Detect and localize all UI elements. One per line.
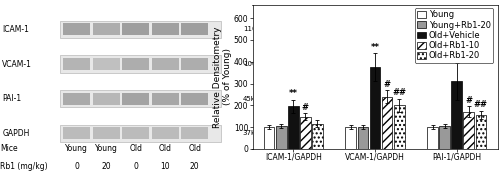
Bar xyxy=(394,105,404,149)
FancyBboxPatch shape xyxy=(152,93,178,105)
Text: #: # xyxy=(466,96,472,105)
Text: 20: 20 xyxy=(190,162,200,171)
Bar xyxy=(300,117,310,149)
Text: 0: 0 xyxy=(74,162,79,171)
Bar xyxy=(476,115,486,149)
FancyBboxPatch shape xyxy=(63,23,90,35)
Text: GAPDH: GAPDH xyxy=(2,129,30,138)
Text: 37kDa: 37kDa xyxy=(243,130,266,136)
FancyBboxPatch shape xyxy=(92,23,120,35)
FancyBboxPatch shape xyxy=(63,93,90,105)
FancyBboxPatch shape xyxy=(152,23,178,35)
FancyBboxPatch shape xyxy=(92,58,120,70)
Bar xyxy=(440,126,450,149)
Text: Old: Old xyxy=(129,144,142,153)
Text: #: # xyxy=(384,80,390,89)
Y-axis label: Relative Densitometry
(% of Young): Relative Densitometry (% of Young) xyxy=(213,26,233,128)
Bar xyxy=(264,127,274,149)
Bar xyxy=(452,81,462,149)
Bar xyxy=(370,67,380,149)
Bar xyxy=(312,124,322,149)
Text: Old: Old xyxy=(158,144,172,153)
Text: ##: ## xyxy=(474,100,488,109)
Text: ##: ## xyxy=(392,88,406,97)
FancyBboxPatch shape xyxy=(92,93,120,105)
FancyBboxPatch shape xyxy=(181,127,208,139)
Text: Old: Old xyxy=(188,144,201,153)
FancyBboxPatch shape xyxy=(122,93,149,105)
FancyBboxPatch shape xyxy=(181,58,208,70)
Text: 0: 0 xyxy=(133,162,138,171)
Text: 110kDa: 110kDa xyxy=(243,26,270,32)
FancyBboxPatch shape xyxy=(63,127,90,139)
FancyBboxPatch shape xyxy=(152,58,178,70)
Text: Mice: Mice xyxy=(0,144,18,153)
Text: 10: 10 xyxy=(160,162,170,171)
Text: **: ** xyxy=(288,89,298,98)
FancyBboxPatch shape xyxy=(181,93,208,105)
Legend: Young, Young+Rb1-20, Old+Vehicle, Old+Rb1-10, Old+Rb1-20: Young, Young+Rb1-20, Old+Vehicle, Old+Rb… xyxy=(414,8,494,63)
Bar xyxy=(288,106,298,149)
Text: PAI-1: PAI-1 xyxy=(2,94,22,103)
Text: **: ** xyxy=(370,43,380,52)
FancyBboxPatch shape xyxy=(60,125,222,142)
FancyBboxPatch shape xyxy=(60,55,222,73)
Text: Rb1 (mg/kg): Rb1 (mg/kg) xyxy=(0,162,48,171)
FancyBboxPatch shape xyxy=(181,23,208,35)
FancyBboxPatch shape xyxy=(122,23,149,35)
Text: 100kDa: 100kDa xyxy=(243,61,270,67)
Bar xyxy=(358,127,368,149)
Bar xyxy=(428,127,438,149)
Text: Young: Young xyxy=(94,144,118,153)
FancyBboxPatch shape xyxy=(92,127,120,139)
Text: Young: Young xyxy=(65,144,88,153)
Text: #: # xyxy=(302,103,309,112)
Bar xyxy=(382,97,392,149)
Text: VCAM-1: VCAM-1 xyxy=(2,60,32,69)
FancyBboxPatch shape xyxy=(60,90,222,107)
Text: 45kDa: 45kDa xyxy=(243,96,265,102)
FancyBboxPatch shape xyxy=(60,21,222,38)
Bar xyxy=(276,126,286,149)
FancyBboxPatch shape xyxy=(122,127,149,139)
Bar xyxy=(464,112,474,149)
Text: **: ** xyxy=(452,52,462,61)
FancyBboxPatch shape xyxy=(152,127,178,139)
FancyBboxPatch shape xyxy=(63,58,90,70)
FancyBboxPatch shape xyxy=(122,58,149,70)
Text: ICAM-1: ICAM-1 xyxy=(2,25,30,34)
Bar xyxy=(346,127,356,149)
Text: 20: 20 xyxy=(102,162,111,171)
